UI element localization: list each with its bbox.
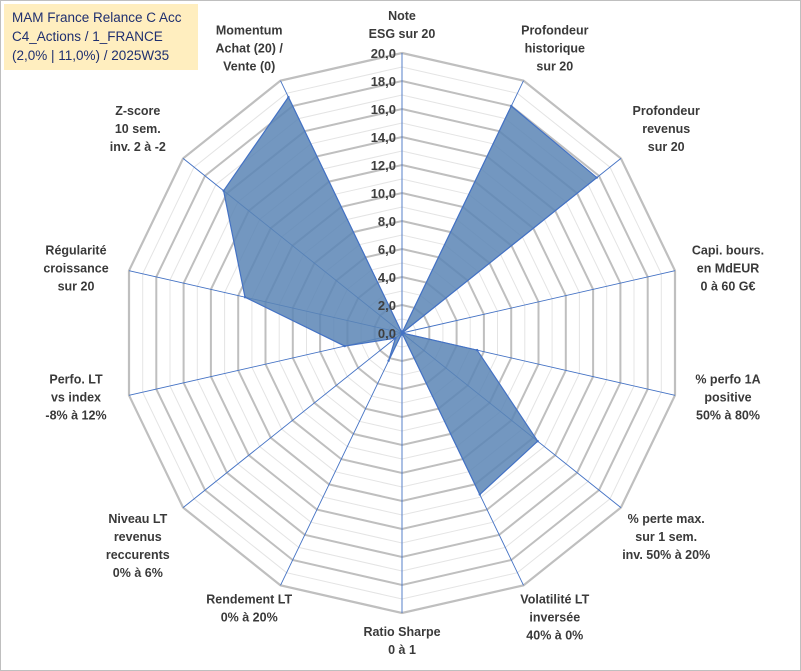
axis-label-group: % perfo 1A positive 50% à 80%	[695, 373, 760, 423]
axis-label: sur 20	[58, 280, 95, 294]
axis-label: 0 à 1	[388, 643, 416, 657]
data-point	[595, 176, 598, 179]
axis-label: Volatilité LT	[520, 592, 589, 606]
axis-labels: Note ESG sur 20 Profondeur historique sur 20…	[43, 9, 764, 657]
axis-label: Rendement LT	[206, 592, 292, 606]
axis-label: sur 1 sem.	[635, 530, 697, 544]
axis-label: 0% à 20%	[221, 610, 278, 624]
tick-label: 18,0	[371, 74, 396, 89]
tick-label: 4,0	[378, 270, 396, 285]
chart-title-line-1: MAM France Relance C Acc	[12, 10, 182, 25]
axis-label: Achat (20) /	[216, 42, 284, 56]
chart-title: MAM France Relance C Acc C4_Actions / 1_…	[4, 4, 198, 70]
axis-label: Vente (0)	[223, 60, 275, 74]
tick-label: 14,0	[371, 130, 396, 145]
axis-label: 0% à 6%	[113, 566, 163, 580]
axis-label: ESG sur 20	[369, 27, 436, 41]
data-point	[536, 440, 539, 443]
data-point	[287, 95, 290, 99]
axis-label-group: Momentum Achat (20) / Vente (0)	[216, 24, 284, 74]
axis-label-group: Z-score 10 sem. inv. 2 à -2	[110, 104, 166, 154]
axis-label-group: Capi. bours. en MdEUR 0 à 60 G€	[692, 244, 764, 294]
axis-label: en MdEUR	[697, 262, 760, 276]
axis-label: vs index	[51, 391, 101, 405]
axis-label-group: Volatilité LT inversée 40% à 0%	[520, 592, 589, 642]
axis-label-group: Rendement LT 0% à 20%	[206, 592, 292, 624]
axis-label-group: % perte max. sur 1 sem. inv. 50% à 20%	[622, 512, 710, 562]
tick-label: 6,0	[378, 242, 396, 257]
data-point	[478, 493, 481, 496]
data-point	[510, 104, 513, 108]
axis-label: Capi. bours.	[692, 244, 764, 258]
axis-label: inv. 50% à 20%	[622, 548, 710, 562]
tick-label: 0,0	[378, 326, 396, 341]
data-point	[222, 189, 225, 192]
axis-label: Niveau LT	[108, 512, 167, 526]
axis-label-group: Profondeur historique sur 20	[521, 24, 588, 74]
axis-label: Profondeur	[521, 24, 588, 38]
axis-label: Ratio Sharpe	[363, 625, 440, 639]
axis-label-group: Régularité croissance sur 20	[43, 244, 108, 294]
axis-label-group: Perfo. LT vs index -8% à 12%	[45, 373, 106, 423]
axis-label: revenus	[114, 530, 162, 544]
data-point	[343, 344, 346, 348]
axis-label: 50% à 80%	[696, 409, 760, 423]
axis-label: reccurents	[106, 548, 170, 562]
axis-label: sur 20	[648, 140, 685, 154]
axis-label-group: Niveau LT revenus reccurents 0% à 6%	[106, 512, 170, 580]
spoke-line	[401, 270, 676, 334]
axis-label: 40% à 0%	[526, 628, 583, 642]
axis-label: Note	[388, 9, 416, 23]
tick-label: 2,0	[378, 298, 396, 313]
axis-label: % perte max.	[628, 512, 705, 526]
axis-label: historique	[525, 42, 585, 56]
axis-label: revenus	[642, 122, 690, 136]
tick-label: 10,0	[371, 186, 396, 201]
axis-label: positive	[704, 391, 751, 405]
data-point	[387, 359, 390, 362]
axis-label: croissance	[43, 262, 108, 276]
chart-title-line-3: (2,0% | 11,0%) / 2025W35	[12, 48, 170, 63]
radial-tick-labels: 0,0 2,0 4,0 6,0 8,0 10,0 12,0 14,0 16,0 18,0 20,0	[371, 46, 396, 341]
data-point	[243, 296, 247, 299]
tick-label: 16,0	[371, 102, 396, 117]
axis-label: inversée	[529, 610, 580, 624]
tick-label: 8,0	[378, 214, 396, 229]
axis-label: % perfo 1A	[695, 373, 760, 387]
spoke-line	[182, 332, 403, 508]
axis-label: 0 à 60 G€	[701, 280, 756, 294]
axis-label: inv. 2 à -2	[110, 140, 166, 154]
series-area	[222, 95, 598, 496]
chart-title-line-2: C4_Actions / 1_FRANCE	[12, 29, 163, 44]
data-point	[400, 331, 404, 335]
axis-label: Profondeur	[633, 104, 700, 118]
axis-label-group: Ratio Sharpe 0 à 1	[363, 625, 440, 657]
axis-label-group: Profondeur revenus sur 20	[633, 104, 700, 154]
axis-label: Perfo. LT	[49, 373, 103, 387]
radar-series	[222, 95, 598, 496]
axis-label: sur 20	[536, 60, 573, 74]
axis-label: -8% à 12%	[45, 409, 106, 423]
axis-label: Z-score	[115, 104, 160, 118]
tick-label: 20,0	[371, 46, 396, 61]
axis-label: Momentum	[216, 24, 283, 38]
tick-label: 12,0	[371, 158, 396, 173]
spoke-line	[280, 332, 403, 586]
axis-label: 10 sem.	[115, 122, 161, 136]
data-point	[394, 337, 397, 340]
axis-label: Régularité	[45, 244, 106, 258]
data-point	[475, 348, 479, 352]
axis-label-group: Note ESG sur 20	[369, 9, 436, 41]
